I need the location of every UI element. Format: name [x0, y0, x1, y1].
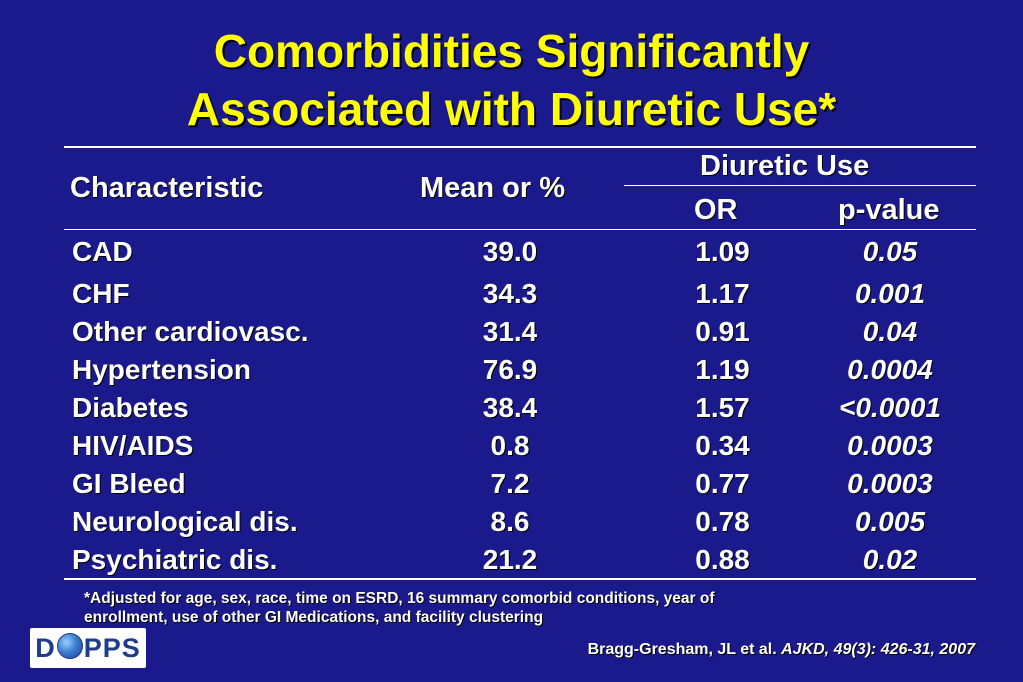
- footnote: *Adjusted for age, sex, race, time on ES…: [84, 589, 844, 627]
- cell-or: 0.77: [695, 468, 750, 499]
- cell-or: 0.88: [695, 544, 750, 575]
- cell-or: 1.19: [695, 354, 750, 385]
- cell-pvalue: 0.04: [862, 316, 918, 347]
- cell-characteristic: CAD: [72, 236, 133, 267]
- cell-pvalue: 0.0003: [847, 468, 933, 499]
- cell-mean: 38.4: [482, 392, 538, 423]
- footnote-line-2: enrollment, use of other GI Medications,…: [84, 609, 544, 626]
- globe-icon: [56, 633, 83, 659]
- cell-characteristic: Other cardiovasc.: [72, 316, 309, 347]
- cell-pvalue: 0.0003: [847, 430, 933, 461]
- cell-or: 1.09: [695, 236, 750, 267]
- citation: Bragg-Gresham, JL et al. AJKD, 49(3): 42…: [588, 641, 975, 659]
- cell-or: 1.57: [695, 392, 750, 423]
- slide-title-line-2: Associated with Diuretic Use*: [186, 83, 837, 135]
- cell-pvalue: 0.0004: [847, 354, 933, 385]
- cell-characteristic: Psychiatric dis.: [72, 544, 278, 575]
- cell-characteristic: Hypertension: [72, 354, 251, 385]
- group-header-rule: [624, 185, 976, 186]
- cell-mean: 21.2: [482, 544, 538, 575]
- citation-authors: Bragg-Gresham, JL et al.: [587, 641, 782, 658]
- cell-mean: 34.3: [482, 278, 538, 309]
- cell-pvalue: <0.0001: [839, 392, 941, 423]
- cell-or: 0.78: [695, 506, 750, 537]
- cell-pvalue: 0.02: [862, 544, 918, 575]
- cell-characteristic: Diabetes: [72, 392, 189, 423]
- cell-mean: 31.4: [482, 316, 538, 347]
- cell-mean: 7.2: [490, 468, 530, 499]
- cell-characteristic: CHF: [72, 278, 130, 309]
- cell-mean: 76.9: [482, 354, 538, 385]
- cell-characteristic: HIV/AIDS: [72, 430, 194, 461]
- cell-or: 1.17: [695, 278, 750, 309]
- logo-letters-pps: PPS: [83, 632, 141, 663]
- table-bottom-rule: [64, 578, 976, 580]
- logo-letter-d: D: [35, 632, 56, 663]
- dopps-logo: D PPS: [30, 628, 146, 668]
- cell-mean: 0.8: [490, 430, 530, 461]
- cell-or: 0.34: [695, 430, 750, 461]
- cell-pvalue: 0.05: [862, 236, 918, 267]
- footnote-line-1: *Adjusted for age, sex, race, time on ES…: [84, 590, 715, 607]
- cell-mean: 39.0: [482, 236, 538, 267]
- cell-characteristic: GI Bleed: [72, 468, 186, 499]
- citation-journal: AJKD, 49(3): 426-31, 2007: [781, 641, 975, 658]
- header-diuretic-use: Diuretic Use: [700, 150, 870, 182]
- cell-characteristic: Neurological dis.: [72, 506, 298, 537]
- cell-pvalue: 0.001: [854, 278, 926, 309]
- header-characteristic: Characteristic: [70, 172, 264, 204]
- header-bottom-rule: [64, 229, 976, 230]
- cell-or: 0.91: [695, 316, 750, 347]
- table-top-rule: [64, 146, 976, 148]
- header-or: OR: [694, 194, 738, 226]
- header-pvalue: p-value: [838, 194, 940, 226]
- slide-title-line-1: Comorbidities Significantly: [213, 25, 810, 77]
- cell-mean: 8.6: [490, 506, 530, 537]
- cell-pvalue: 0.005: [854, 506, 926, 537]
- header-mean: Mean or %: [420, 172, 566, 204]
